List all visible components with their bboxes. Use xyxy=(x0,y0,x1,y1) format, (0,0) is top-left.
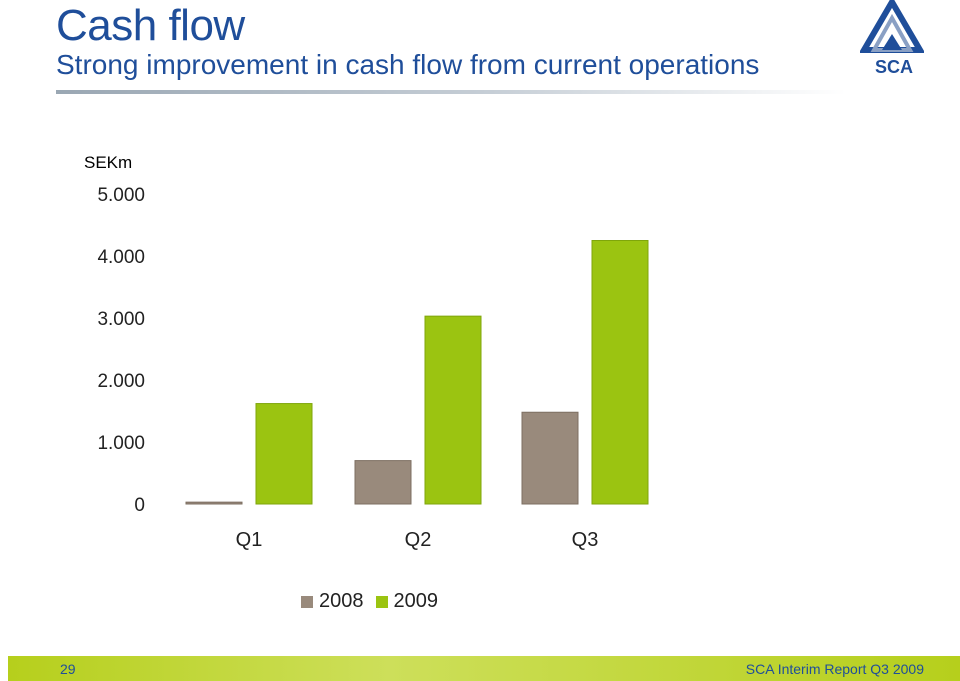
bar-2009-Q1 xyxy=(255,403,313,505)
bar-2008-Q3 xyxy=(521,411,579,505)
bar-2009-Q3 xyxy=(591,240,649,505)
y-tick-label: 4.000 xyxy=(97,247,145,268)
footer-report-title: SCA Interim Report Q3 2009 xyxy=(745,661,924,677)
legend-item-2009: 2009 xyxy=(375,590,439,613)
slide-subtitle: Strong improvement in cash flow from cur… xyxy=(56,49,760,80)
page-number: 29 xyxy=(60,661,76,677)
x-category-label: Q2 xyxy=(405,529,432,551)
legend-label-2009: 2009 xyxy=(393,590,439,612)
title-divider xyxy=(56,90,846,94)
footer-bar: 29 SCA Interim Report Q3 2009 xyxy=(8,656,960,681)
bar-2009-Q2 xyxy=(424,315,482,505)
slide-title: Cash flow xyxy=(56,1,245,50)
y-tick-label: 5.000 xyxy=(97,185,145,206)
sca-logo-text: SCA xyxy=(874,57,913,77)
y-tick-label: 2.000 xyxy=(97,371,145,392)
bar-2008-Q1 xyxy=(185,501,243,505)
chart-legend: 2008 2009 xyxy=(301,590,450,613)
y-axis-unit: SEKm xyxy=(84,153,133,172)
bar-2008-Q2 xyxy=(354,460,412,505)
x-category-label: Q3 xyxy=(572,529,599,551)
sca-logo-icon xyxy=(860,0,924,53)
legend-item-2008: 2008 xyxy=(301,590,364,613)
y-tick-label: 0 xyxy=(134,495,145,516)
legend-label-2008: 2008 xyxy=(319,590,364,612)
y-tick-label: 3.000 xyxy=(97,309,145,330)
x-category-label: Q1 xyxy=(236,529,263,551)
legend-swatch-2008 xyxy=(301,595,313,608)
legend-swatch-2009 xyxy=(375,595,388,608)
y-tick-label: 1.000 xyxy=(97,433,145,454)
